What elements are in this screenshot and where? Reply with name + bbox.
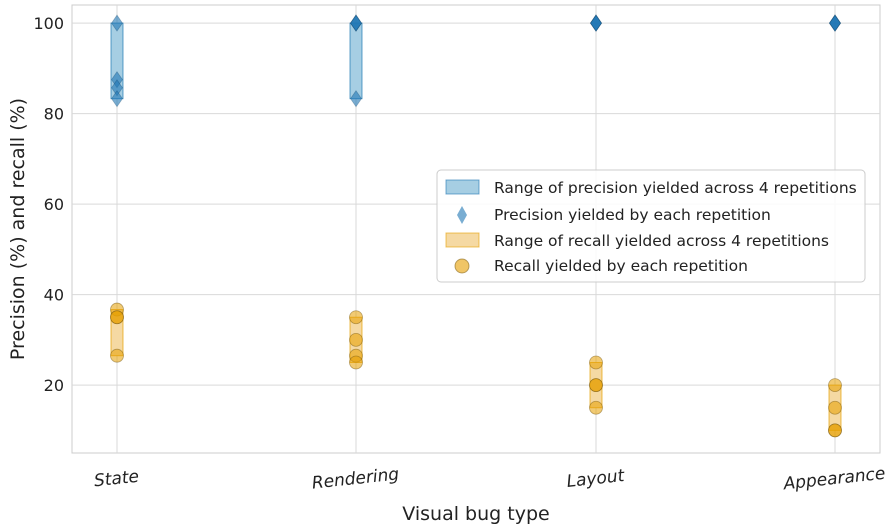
legend-label-recall: Recall yielded by each repetition: [494, 257, 748, 275]
precision-range-bar: [349, 22, 363, 100]
recall-marker: [349, 310, 363, 325]
y-tick-label: 20: [44, 376, 64, 395]
precision-marker: [111, 89, 123, 108]
legend-swatch-precision-range: [445, 179, 480, 195]
legend-swatch-recall-range: [445, 232, 480, 248]
recall-marker: [589, 400, 603, 415]
y-tick-label: 80: [44, 105, 64, 124]
y-tick-label: 60: [44, 195, 64, 214]
recall-marker: [828, 400, 842, 415]
recall-marker: [828, 423, 842, 438]
legend-label-precision-range: Range of precision yielded across 4 repe…: [494, 179, 857, 197]
y-tick-label: 100: [33, 14, 64, 33]
recall-marker: [349, 332, 363, 347]
precision-marker: [590, 14, 602, 32]
recall-marker: [589, 378, 603, 393]
recall-marker: [110, 348, 124, 363]
x-tick-label: Appearance: [782, 464, 886, 495]
data-markers: [110, 14, 842, 438]
precision-marker: [829, 14, 841, 32]
x-tick-labels: State Rendering Layout Appearance: [93, 464, 886, 495]
legend-label-precision: Precision yielded by each repetition: [494, 206, 771, 224]
precision-marker: [350, 14, 362, 32]
legend-marker-precision: [457, 206, 467, 224]
legend-label-recall-range: Range of recall yielded across 4 repetit…: [494, 232, 829, 250]
x-axis-title: Visual bug type: [402, 503, 549, 525]
recall-marker: [110, 310, 124, 325]
legend-marker-recall: [454, 258, 470, 274]
y-tick-labels: 20 40 60 80 100: [33, 14, 64, 395]
y-tick-label: 40: [44, 286, 64, 305]
legend-box: [436, 169, 866, 283]
x-tick-label: Layout: [566, 466, 627, 492]
recall-marker: [349, 355, 363, 370]
x-tick-label: Rendering: [311, 464, 400, 493]
precision-marker: [111, 14, 123, 32]
x-tick-label: State: [93, 467, 140, 492]
precision-marker: [350, 89, 362, 108]
recall-marker: [589, 355, 603, 370]
y-axis-title: Precision (%) and recall (%): [7, 98, 29, 360]
recall-marker: [828, 378, 842, 393]
legend: Range of precision yielded across 4 repe…: [436, 169, 866, 283]
